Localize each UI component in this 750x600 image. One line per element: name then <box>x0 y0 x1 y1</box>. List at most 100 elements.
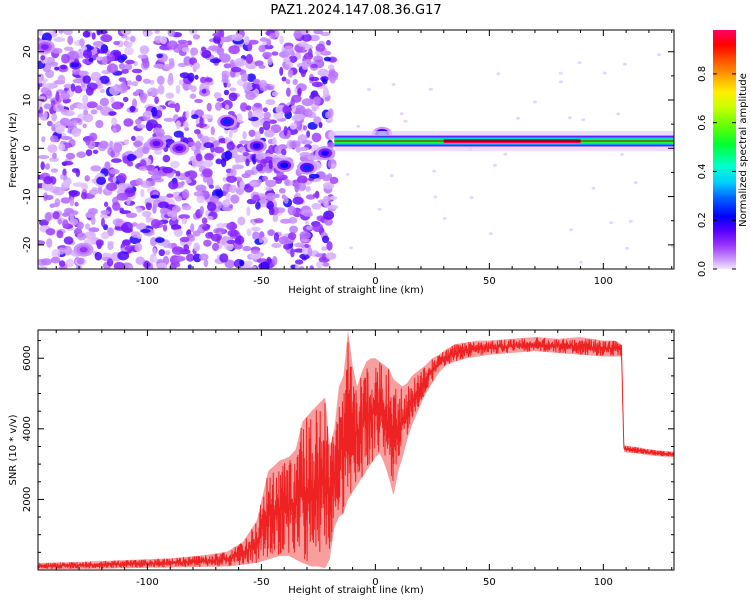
spectrogram-texture <box>99 140 109 149</box>
spectrogram-texture <box>227 111 235 115</box>
spectrogram-texture <box>210 233 222 242</box>
snr-panel: -100 -50 0 50 100 2000 4000 6000 Height of str… <box>8 329 675 596</box>
spectrogram-texture <box>272 214 279 223</box>
spectrogram-texture <box>299 152 312 158</box>
spectrogram-texture <box>165 92 175 99</box>
spectrogram-texture <box>290 98 296 106</box>
spectrogram-y-tick-label: 0 <box>22 145 33 151</box>
spectrogram-texture <box>212 242 219 252</box>
spectrogram-texture <box>186 253 195 262</box>
spectrogram-texture <box>92 149 99 154</box>
colorbar-tick-label: 0.2 <box>697 212 708 228</box>
spectrogram-texture <box>163 117 175 122</box>
spectrogram-texture <box>48 61 59 67</box>
snr-x-tick-label: 50 <box>483 577 496 588</box>
spectrogram-texture <box>298 266 305 269</box>
spectrogram-texture <box>54 66 60 71</box>
spectrogram-texture <box>108 111 117 116</box>
spectrogram-texture <box>230 194 240 204</box>
spectrogram-texture <box>297 87 302 97</box>
spectrogram-texture <box>399 112 404 116</box>
spectrogram-texture <box>158 249 165 257</box>
spectrogram-texture <box>581 118 586 122</box>
spectrogram-texture <box>391 83 396 86</box>
snr-x-ticks: -100 -50 0 50 100 <box>55 330 673 588</box>
spectrogram-texture <box>112 127 117 133</box>
spectrogram-texture <box>38 155 50 159</box>
spectrogram-texture <box>292 79 298 85</box>
spectrogram-texture <box>311 81 323 88</box>
spectrogram-texture <box>78 70 89 76</box>
spectrogram-texture <box>194 129 201 135</box>
spectrogram-feature <box>175 145 184 152</box>
spectrogram-texture <box>156 53 164 59</box>
spectrogram-texture <box>209 58 222 64</box>
spectrogram-texture <box>311 132 322 143</box>
spectrogram-texture <box>60 174 65 180</box>
spectrogram-texture <box>111 101 124 110</box>
spectrogram-texture <box>131 68 143 74</box>
spectrogram-texture <box>327 64 335 70</box>
spectrogram-texture <box>106 258 114 267</box>
spectrogram-texture <box>150 174 162 180</box>
spectrogram-texture <box>115 219 123 227</box>
spectrogram-texture <box>181 47 190 53</box>
spectrogram-feature <box>303 164 311 171</box>
spectrogram-texture <box>255 201 261 210</box>
spectrogram-texture <box>247 110 253 119</box>
spectrogram-texture <box>167 77 174 86</box>
spectrogram-texture <box>226 175 237 183</box>
spectrogram-texture <box>81 191 88 200</box>
spectrogram-texture <box>278 188 286 194</box>
spectrogram-texture <box>323 182 335 190</box>
spectrogram-texture <box>147 91 153 97</box>
spectrogram-texture <box>226 82 232 88</box>
spectrogram-ridge <box>334 131 674 152</box>
spectrogram-texture <box>156 75 165 86</box>
spectrogram-texture <box>184 171 191 177</box>
spectrogram-texture <box>202 225 210 231</box>
spectrogram-texture <box>193 62 201 70</box>
spectrogram-texture <box>324 217 333 226</box>
spectrogram-texture <box>311 203 322 210</box>
spectrogram-texture <box>179 236 190 243</box>
spectrogram-texture <box>265 192 277 201</box>
spectrogram-texture <box>209 195 220 204</box>
spectrogram-texture <box>124 41 133 48</box>
spectrogram-texture <box>194 246 200 251</box>
spectrogram-texture <box>245 158 250 167</box>
spectrogram-texture <box>101 56 108 66</box>
spectrogram-texture <box>252 231 260 240</box>
spectrogram-texture <box>297 146 309 151</box>
spectrogram-texture <box>201 50 212 59</box>
spectrogram-texture <box>62 219 69 229</box>
spectrogram-texture <box>120 54 128 61</box>
spectrogram-texture <box>129 35 136 43</box>
spectrogram-texture <box>162 154 171 163</box>
spectrogram-texture <box>108 168 120 175</box>
spectrogram-texture <box>38 96 46 101</box>
spectrogram-texture <box>90 71 102 82</box>
spectrogram-texture <box>107 63 118 74</box>
spectrogram-texture <box>257 193 269 200</box>
spectrogram-texture <box>46 120 53 127</box>
spectrogram-texture <box>126 161 134 167</box>
spectrogram-texture <box>207 216 214 221</box>
spectrogram-texture <box>192 34 201 40</box>
spectrogram-texture <box>278 236 290 245</box>
spectrogram-y-tick-label: -20 <box>22 237 33 253</box>
spectrogram-texture <box>428 87 433 91</box>
spectrogram-texture <box>74 201 79 207</box>
spectrogram-texture <box>247 42 253 52</box>
spectrogram-texture <box>136 124 146 129</box>
spectrogram-texture <box>185 178 192 184</box>
spectrogram-texture <box>104 161 111 171</box>
spectrogram-texture <box>113 142 123 153</box>
spectrogram-texture <box>145 214 151 223</box>
spectrogram-texture <box>284 178 290 186</box>
spectrogram-texture <box>154 30 160 34</box>
spectrogram-texture <box>110 96 115 104</box>
spectrogram-texture <box>262 120 271 131</box>
spectrogram-texture <box>140 229 151 233</box>
spectrogram-texture <box>143 31 154 36</box>
